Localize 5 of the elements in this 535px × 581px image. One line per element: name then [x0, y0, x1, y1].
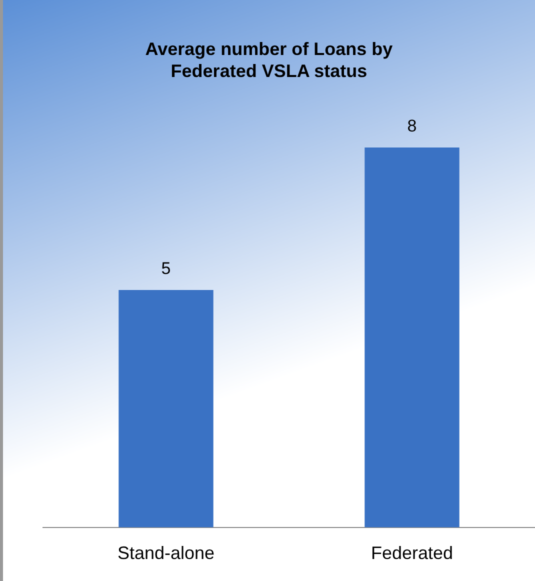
- data-label: 5: [161, 259, 171, 278]
- x-tick-label: Federated: [370, 543, 454, 564]
- chart-title: Average number of Loans by Federated VSLA status: [144, 38, 394, 83]
- data-label: 8: [407, 116, 417, 136]
- x-tick-label: Stand-alone: [117, 543, 215, 564]
